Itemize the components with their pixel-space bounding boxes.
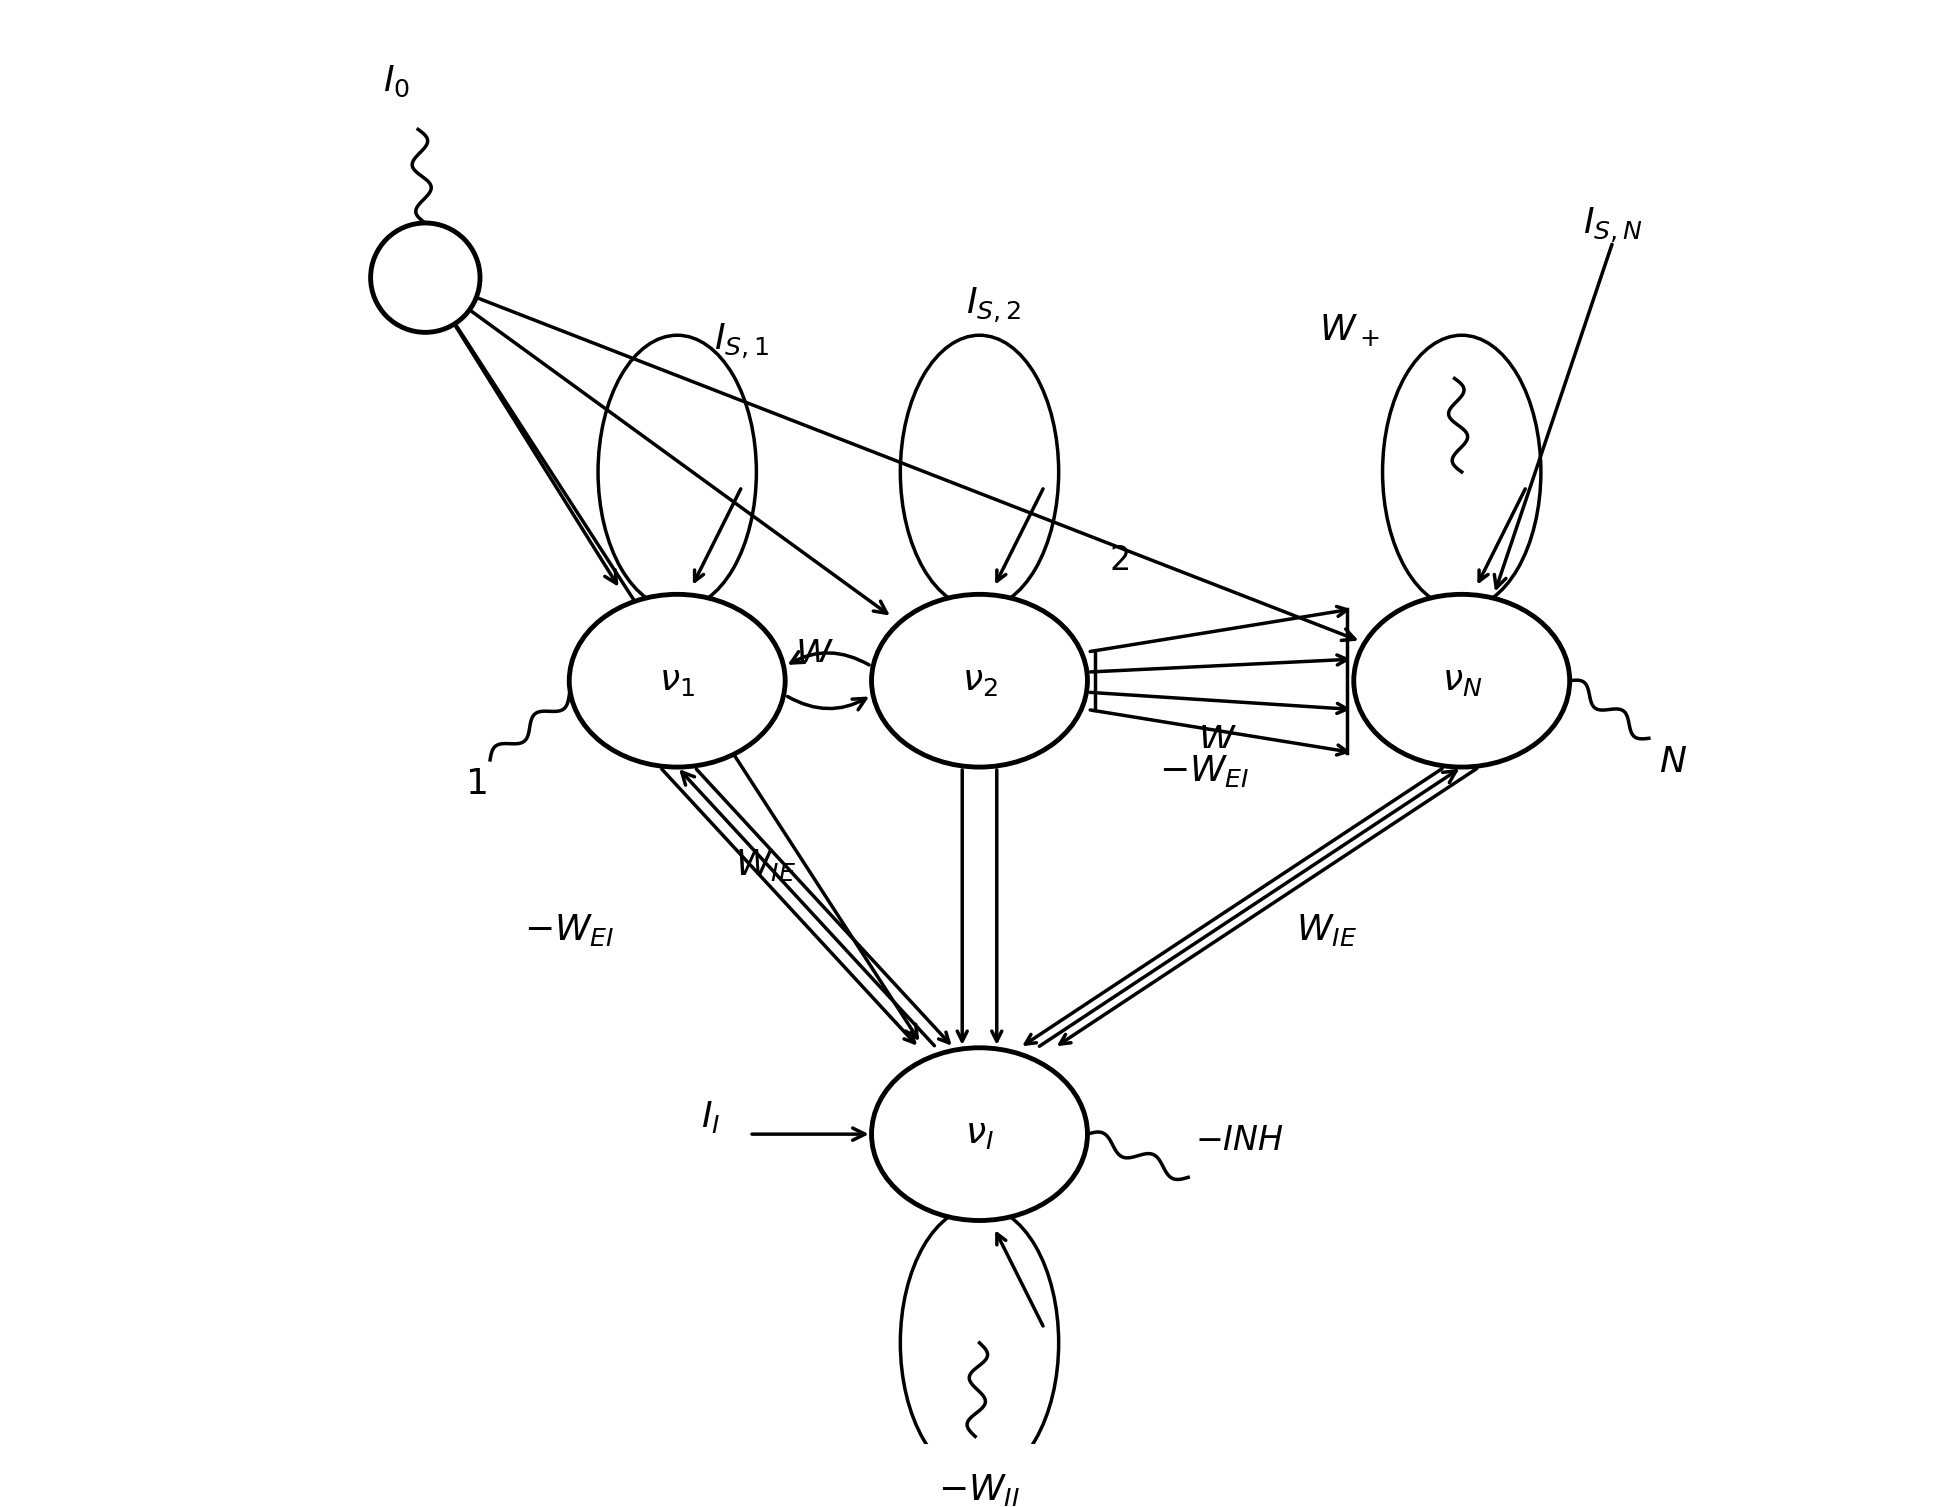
Text: $\nu_I$: $\nu_I$	[966, 1117, 993, 1151]
Text: $-INH$: $-INH$	[1195, 1126, 1285, 1157]
Text: $W_+$: $W_+$	[1318, 312, 1379, 348]
Text: $I_{S,N}$: $I_{S,N}$	[1583, 206, 1644, 246]
Text: $I_{S,1}$: $I_{S,1}$	[715, 321, 770, 360]
Text: $\nu_N$: $\nu_N$	[1442, 663, 1481, 698]
Text: $1$: $1$	[464, 767, 486, 802]
Ellipse shape	[1354, 594, 1569, 767]
Ellipse shape	[570, 594, 786, 767]
Text: $I_I$: $I_I$	[701, 1099, 721, 1135]
Text: $N$: $N$	[1659, 746, 1687, 779]
Text: $I_0$: $I_0$	[384, 63, 409, 99]
Text: $-W_{II}$: $-W_{II}$	[938, 1472, 1021, 1507]
Text: $W_-$: $W_-$	[1199, 719, 1260, 752]
Text: $2$: $2$	[1109, 546, 1128, 577]
Ellipse shape	[872, 1047, 1087, 1221]
Text: $I_{S,2}$: $I_{S,2}$	[966, 285, 1021, 324]
Text: $W_{IE}$: $W_{IE}$	[1297, 912, 1358, 948]
Ellipse shape	[872, 594, 1087, 767]
Text: $W_{IE}$: $W_{IE}$	[735, 847, 795, 883]
Text: $\nu_2$: $\nu_2$	[962, 663, 997, 698]
Text: $-W_{EI}$: $-W_{EI}$	[523, 912, 615, 948]
Circle shape	[370, 223, 480, 333]
Text: $W_-$: $W_-$	[795, 631, 856, 666]
Text: $-W_{EI}$: $-W_{EI}$	[1160, 754, 1250, 790]
Text: $\nu_1$: $\nu_1$	[660, 663, 695, 698]
